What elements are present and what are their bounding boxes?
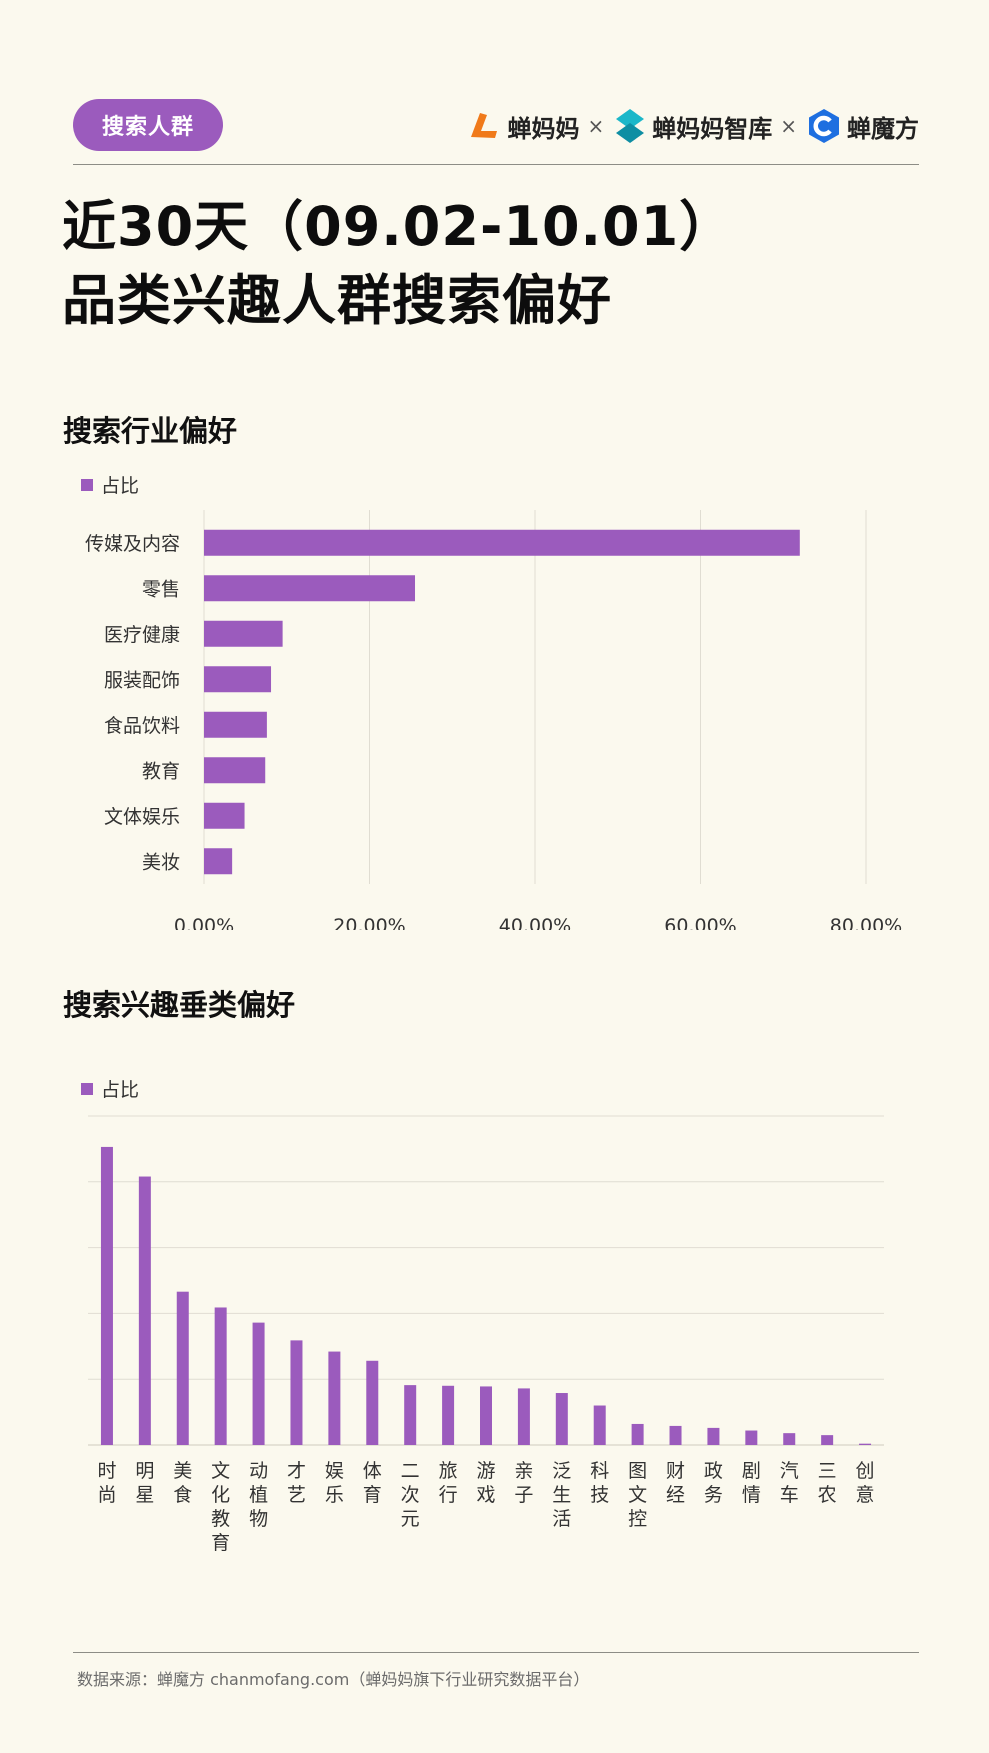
bar	[204, 848, 233, 875]
x-tick-label: 80.00%	[830, 915, 902, 930]
bar	[631, 1423, 644, 1445]
category-label: 才艺	[287, 1460, 306, 1506]
bar	[707, 1427, 720, 1445]
bar	[204, 666, 272, 693]
bar	[204, 529, 800, 556]
category-label: 明星	[135, 1460, 154, 1506]
industry-bar-chart: 0.00% 20.00% 40.00% 60.00% 80.00% 传媒及内容零售医疗健康…	[85, 510, 902, 930]
category-label: 美妆	[142, 851, 180, 873]
category-label: 游戏	[476, 1460, 495, 1506]
bar	[480, 1386, 492, 1445]
page-title: 近30天（09.02-10.01） 品类兴趣人群搜索偏好	[62, 190, 734, 338]
bar	[252, 1322, 265, 1445]
bar	[669, 1425, 682, 1445]
bar	[204, 757, 266, 784]
category-label: 亲子	[514, 1460, 533, 1506]
category-label: 文化教育	[211, 1460, 230, 1554]
x-tick-label: 60.00%	[664, 915, 736, 930]
category-label: 三农	[818, 1460, 837, 1506]
bar	[555, 1393, 568, 1445]
bar	[176, 1291, 189, 1445]
chanmama-logo-text: 蝉妈妈	[507, 114, 580, 143]
data-source: 数据来源：蝉魔方 chanmofang.com（蝉妈妈旗下行业研究数据平台）	[77, 1670, 590, 1689]
category-label: 教育	[142, 760, 180, 782]
chanmama-logo: 蝉妈妈	[465, 107, 579, 145]
chanmama-zhiku-logo-text: 蝉妈妈智库	[652, 114, 773, 143]
vertical-chart-legend: 占比	[81, 1075, 139, 1102]
category-label: 医疗健康	[104, 624, 180, 646]
bar	[290, 1340, 303, 1445]
chanmofang-logo-icon	[809, 109, 839, 143]
category-label: 服装配饰	[104, 669, 180, 691]
category-label: 动植物	[249, 1460, 268, 1530]
category-label: 图文控	[628, 1460, 647, 1530]
category-label: 旅行	[439, 1460, 458, 1506]
category-label: 传媒及内容	[85, 533, 180, 555]
industry-chart-legend: 占比	[81, 471, 139, 498]
category-label: 政务	[704, 1460, 723, 1506]
category-label: 财经	[666, 1460, 685, 1506]
chanmama-logo-icon	[471, 113, 498, 138]
category-label: 剧情	[742, 1460, 761, 1506]
vertical-chart-title: 搜索兴趣垂类偏好	[63, 988, 296, 1022]
bar	[593, 1405, 606, 1445]
bar	[328, 1351, 341, 1445]
bar	[204, 711, 267, 738]
bar	[204, 575, 416, 602]
page-title-line-1: 近30天（09.02-10.01）	[62, 195, 735, 258]
header-divider	[73, 164, 919, 165]
category-label: 娱乐	[325, 1460, 344, 1506]
chanmama-zhiku-logo-icon	[616, 109, 645, 143]
footer-divider	[73, 1652, 919, 1653]
industry-chart-title: 搜索行业偏好	[63, 414, 238, 448]
legend-label: 占比	[101, 1079, 140, 1101]
category-label: 美食	[173, 1460, 192, 1506]
brand-logos: 蝉妈妈 × 蝉妈妈智库 × 蝉魔方	[465, 104, 919, 148]
category-label: 食品饮料	[104, 715, 180, 737]
legend-label: 占比	[101, 475, 140, 497]
section-tag: 搜索人群	[73, 99, 223, 151]
chanmofang-logo: 蝉魔方	[805, 107, 919, 145]
bar	[442, 1385, 455, 1445]
bar	[859, 1443, 872, 1445]
logo-separator: ×	[587, 114, 605, 138]
chanmama-zhiku-logo: 蝉妈妈智库	[612, 107, 772, 145]
bar	[138, 1176, 151, 1445]
category-label: 泛生活	[552, 1460, 571, 1530]
bar	[517, 1388, 530, 1445]
bar	[783, 1433, 796, 1445]
category-label: 创意	[856, 1460, 875, 1506]
category-label: 零售	[142, 578, 180, 600]
legend-swatch	[81, 478, 93, 491]
bar	[366, 1360, 379, 1445]
category-label: 科技	[590, 1460, 609, 1506]
chanmofang-logo-text: 蝉魔方	[847, 114, 919, 143]
category-label: 文体娱乐	[104, 806, 180, 828]
bar	[404, 1385, 417, 1445]
x-tick-label: 20.00%	[333, 915, 405, 930]
bar	[100, 1146, 113, 1445]
bar	[214, 1307, 227, 1445]
category-label: 二次元	[401, 1460, 420, 1530]
vertical-bar-chart: 时尚明星美食文化教育动植物才艺娱乐体育二次元旅行游戏亲子泛生活科技图文控财经政务…	[88, 1115, 884, 1554]
category-label: 体育	[363, 1460, 382, 1506]
bar	[204, 802, 245, 829]
x-tick-label: 40.00%	[499, 915, 571, 930]
bar	[204, 620, 283, 647]
bar	[745, 1430, 758, 1445]
bar	[821, 1435, 834, 1445]
logo-separator: ×	[780, 114, 797, 138]
category-label: 汽车	[780, 1460, 799, 1506]
x-tick-label: 0.00%	[174, 915, 234, 930]
category-label: 时尚	[97, 1460, 116, 1506]
page-title-line-2: 品类兴趣人群搜索偏好	[62, 269, 612, 332]
legend-swatch	[81, 1082, 93, 1095]
